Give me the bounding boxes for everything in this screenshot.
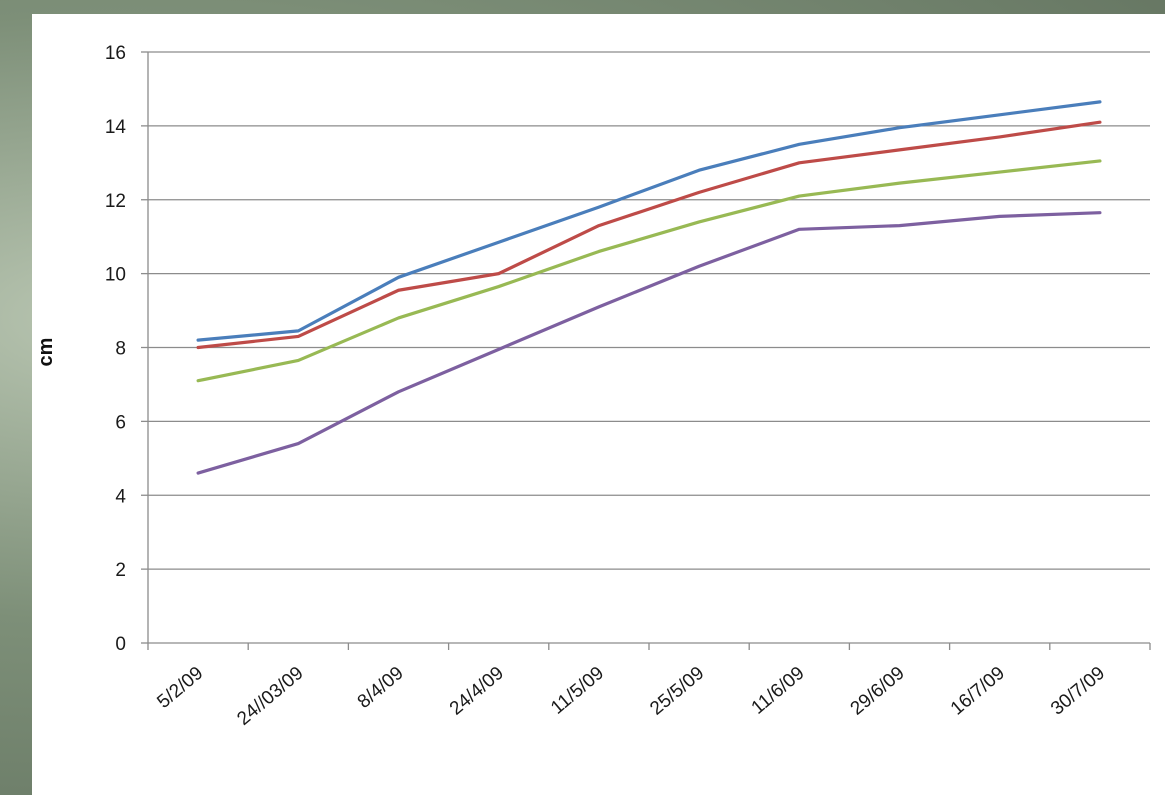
x-tick-label: 11/6/09 [748, 663, 809, 719]
y-tick-label: 6 [115, 412, 126, 433]
y-tick-label: 4 [115, 486, 126, 507]
x-tick-label: 16/7/09 [947, 663, 1009, 720]
y-tick-label: 0 [115, 634, 126, 655]
chart-panel [32, 14, 1165, 795]
y-tick-label: 14 [105, 117, 127, 138]
series-lines [196, 100, 1102, 475]
y-axis-ticks: 0 2 4 6 8 10 12 14 16 [105, 43, 148, 655]
series-line-2 [196, 120, 1102, 350]
series-line-4 [196, 211, 1102, 475]
x-tick-label: 25/5/09 [646, 663, 708, 720]
gridlines [148, 51, 1150, 570]
y-tick-label: 2 [115, 560, 126, 581]
x-tick-label: 11/5/09 [547, 663, 608, 719]
x-tick-label: 5/2/09 [153, 663, 207, 713]
x-tick-label: 24//03/09 [233, 663, 307, 730]
x-tick-label: 30/7/09 [1047, 663, 1109, 720]
x-tick-label: 8/4/09 [354, 663, 408, 713]
x-tick-label: 24/4/09 [446, 663, 508, 720]
y-axis-label: cm [35, 338, 57, 367]
x-tick-label: 29/6/09 [847, 663, 909, 720]
series-line-3 [196, 159, 1102, 383]
y-tick-label: 12 [105, 191, 126, 212]
y-tick-label: 10 [105, 265, 126, 286]
x-axis-ticks: 5/2/09 24//03/09 8/4/09 24/4/09 11/5/09 25/5/… [147, 643, 1151, 730]
y-tick-label: 16 [105, 43, 126, 64]
series-line-1 [196, 100, 1102, 342]
y-tick-label: 8 [115, 339, 126, 360]
